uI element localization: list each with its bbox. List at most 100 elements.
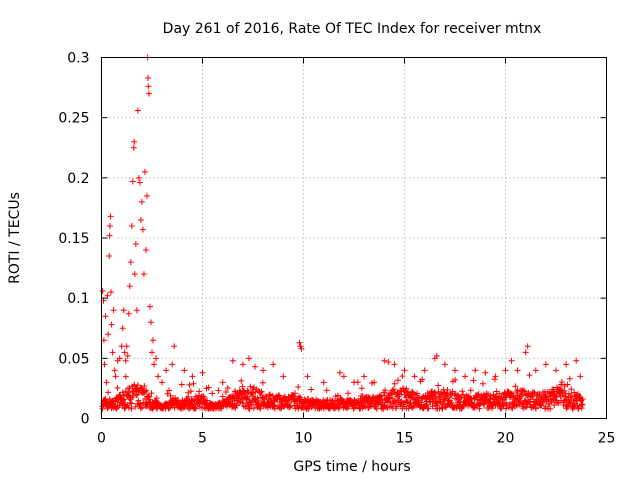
data-point <box>524 343 531 350</box>
data-point <box>239 399 246 406</box>
data-point <box>199 369 206 376</box>
x-tick-label: 5 <box>198 431 207 447</box>
data-point <box>425 405 432 412</box>
data-point <box>169 361 176 368</box>
data-point <box>190 380 197 387</box>
data-point <box>382 387 389 394</box>
data-point <box>141 168 148 175</box>
x-tick-label: 0 <box>97 431 106 447</box>
data-point <box>304 373 311 380</box>
data-point <box>239 383 246 390</box>
data-point <box>159 379 166 386</box>
data-point <box>401 367 408 374</box>
data-point <box>571 389 578 396</box>
data-point <box>147 319 154 326</box>
data-point <box>573 357 580 364</box>
data-point <box>167 392 174 399</box>
data-point <box>270 361 277 368</box>
data-point <box>146 396 153 403</box>
data-point <box>118 343 125 350</box>
data-point <box>298 345 305 352</box>
data-point <box>571 404 578 411</box>
data-point <box>345 390 352 397</box>
grid <box>101 57 607 419</box>
data-point <box>579 401 586 408</box>
data-point <box>108 321 115 328</box>
data-point <box>238 377 245 384</box>
data-point <box>101 361 108 368</box>
data-point <box>514 367 521 374</box>
data-point <box>419 376 426 383</box>
data-point <box>361 402 368 409</box>
data-point <box>106 253 113 260</box>
data-point <box>381 357 388 364</box>
data-point <box>113 405 120 412</box>
x-tick-label: 15 <box>396 431 414 447</box>
data-point <box>150 337 157 344</box>
data-point <box>258 388 265 395</box>
data-point <box>109 349 116 356</box>
y-tick-label: 0.1 <box>67 291 89 307</box>
x-tick-label: 20 <box>497 431 515 447</box>
data-point <box>550 386 557 393</box>
data-point <box>155 373 162 380</box>
data-point <box>458 405 465 412</box>
data-point <box>393 403 400 410</box>
data-point <box>329 397 336 404</box>
data-point <box>512 383 519 390</box>
data-point <box>281 401 288 408</box>
data-point <box>386 394 393 401</box>
data-point <box>472 367 479 374</box>
data-point <box>460 391 467 398</box>
data-point <box>308 386 315 393</box>
data-point <box>130 144 137 151</box>
data-point <box>391 361 398 368</box>
chart-title: Day 261 of 2016, Rate Of TEC Index for r… <box>163 21 542 37</box>
data-point <box>126 283 133 290</box>
data-point <box>102 313 109 320</box>
data-point <box>396 391 403 398</box>
data-point <box>561 382 568 389</box>
data-point <box>482 369 489 376</box>
data-point <box>136 179 143 186</box>
data-point <box>122 357 129 364</box>
data-point <box>411 373 418 380</box>
data-point <box>570 403 577 410</box>
data-point <box>196 388 203 395</box>
data-point <box>489 405 496 412</box>
data-point <box>124 352 131 359</box>
y-axis-label: ROTI / TECUs <box>7 192 23 284</box>
data-point <box>153 395 160 402</box>
data-point <box>431 389 438 396</box>
data-point <box>133 307 140 314</box>
data-point <box>132 403 139 410</box>
axis-ticks: 0 5 10 15 20 25 0 0.05 0.1 0.15 0.2 0.25 0.3 <box>58 51 615 447</box>
data-point <box>105 389 112 396</box>
data-point <box>105 331 112 338</box>
data-point <box>178 381 185 388</box>
data-point <box>192 405 199 412</box>
data-point <box>186 381 193 388</box>
data-point <box>119 325 126 332</box>
data-point <box>577 373 584 380</box>
data-point <box>509 399 516 406</box>
data-point <box>409 394 416 401</box>
data-point <box>244 387 251 394</box>
data-point <box>143 192 150 199</box>
data-point <box>120 307 127 314</box>
data-point <box>502 367 509 374</box>
data-point <box>452 376 459 383</box>
data-point <box>441 397 448 404</box>
data-point <box>296 395 303 402</box>
data-point <box>467 387 474 394</box>
data-point <box>114 384 121 391</box>
data-point <box>128 405 135 412</box>
data-point <box>259 379 266 386</box>
data-point <box>106 232 113 239</box>
data-point <box>142 388 149 395</box>
data-point <box>244 393 251 400</box>
data-point <box>271 405 278 412</box>
data-point <box>414 390 421 397</box>
data-point <box>320 379 327 386</box>
